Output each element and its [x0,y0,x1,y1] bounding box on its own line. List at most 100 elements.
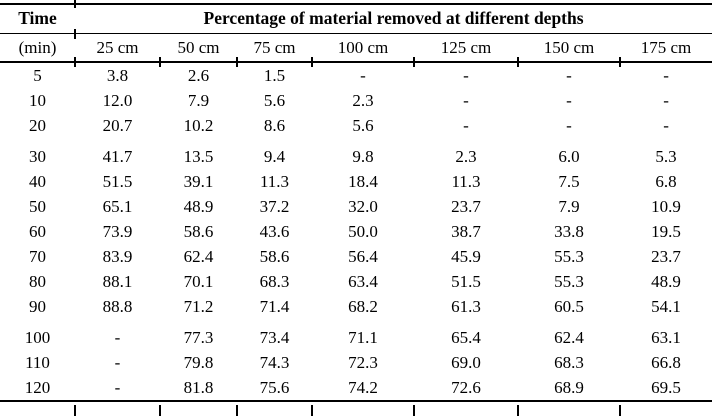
value-cell: 19.5 [651,221,681,241]
value-cell: - [663,65,669,85]
rule-tick [74,0,76,8]
time-unit-header: (min) [0,33,75,63]
value-cell: 72.6 [451,377,481,397]
value-cell: 6.0 [558,146,580,166]
depth-header-150: 150 cm [518,33,620,63]
value-cell: 56.4 [348,246,378,266]
value-cell: 58.6 [259,246,290,266]
table-row: 20 20.7 10.2 8.6 5.6 - - - [0,113,712,138]
value-cell: 48.9 [183,196,214,216]
value-cell: - [566,65,572,85]
table-row: 110 - 79.8 74.3 72.3 69.0 68.3 66.8 [0,350,712,375]
value-cell: 38.7 [451,221,481,241]
value-cell: 5.6 [352,115,374,135]
value-cell: 88.1 [102,271,133,291]
value-cell: 5.3 [655,146,677,166]
depth-header-175: 175 cm [620,33,712,63]
rule-tick [74,405,76,416]
value-cell: 69.5 [651,377,681,397]
value-cell: 69.0 [451,352,481,372]
value-cell: 3.8 [106,65,129,85]
value-cell: 12.0 [102,90,133,110]
rule-tick [517,405,519,416]
value-cell: 13.5 [183,146,214,166]
rule-tick [236,405,238,416]
time-cell: 120 [24,377,51,397]
value-cell: 54.1 [651,296,681,316]
value-cell: 18.4 [348,171,378,191]
value-cell: 62.4 [183,246,214,266]
value-cell: 81.8 [183,377,214,397]
time-cell: 5 [33,65,42,85]
value-cell: - [114,352,121,372]
value-cell: 2.3 [455,146,477,166]
value-cell: 55.3 [554,271,584,291]
value-cell: 79.8 [183,352,214,372]
table-row: 60 73.9 58.6 43.6 50.0 38.7 33.8 19.5 [0,219,712,244]
value-cell: 10.2 [183,115,214,135]
value-cell: 5.6 [263,90,286,110]
value-cell: 72.3 [348,352,378,372]
value-cell: - [463,115,469,135]
time-cell: 60 [29,221,46,241]
time-cell: 90 [29,296,46,316]
value-cell: - [663,90,669,110]
value-cell: 41.7 [102,146,133,166]
rule-tick [159,405,161,416]
value-cell: 68.3 [259,271,290,291]
value-cell: 45.9 [451,246,481,266]
rule-tick [311,405,313,416]
value-cell: 48.9 [651,271,681,291]
value-cell: 62.4 [554,327,584,347]
value-cell: - [360,65,366,85]
rule-tick [236,57,238,67]
value-cell: 74.3 [259,352,290,372]
value-cell: 7.9 [558,196,580,216]
value-cell: 73.9 [102,221,133,241]
header-row-title: Time Percentage of material removed at d… [0,4,712,34]
value-cell: 65.1 [102,196,133,216]
depth-header-75: 75 cm [237,33,312,63]
rule-tick [619,405,621,416]
table-row: 70 83.9 62.4 58.6 56.4 45.9 55.3 23.7 [0,244,712,269]
value-cell: 68.2 [348,296,378,316]
depth-header-25: 25 cm [75,33,160,63]
value-cell: 23.7 [451,196,481,216]
value-cell: 55.3 [554,246,584,266]
value-cell: 32.0 [348,196,378,216]
value-cell: - [566,115,572,135]
value-cell: - [114,327,121,347]
value-cell: 63.1 [651,327,681,347]
time-column-header: Time [0,4,75,34]
value-cell: 50.0 [348,221,378,241]
time-cell: 10 [29,90,46,110]
value-cell: - [463,90,469,110]
value-cell: 71.2 [183,296,214,316]
value-cell: 8.6 [263,115,286,135]
value-cell: 7.5 [558,171,580,191]
depth-header-50: 50 cm [160,33,237,63]
value-cell: 71.4 [259,296,290,316]
rule-tick [311,57,313,67]
value-cell: - [566,90,572,110]
time-cell: 30 [29,146,46,166]
value-cell: 20.7 [102,115,133,135]
table-row: 100 - 77.3 73.4 71.1 65.4 62.4 63.1 [0,319,712,350]
rule-tick [517,57,519,67]
value-cell: 73.4 [259,327,290,347]
value-cell: 11.3 [259,171,290,191]
table-row: 5 3.8 2.6 1.5 - - - - [0,62,712,88]
table-row: 30 41.7 13.5 9.4 9.8 2.3 6.0 5.3 [0,138,712,169]
value-cell: 83.9 [102,246,133,266]
value-cell: 33.8 [554,221,584,241]
value-cell: 10.9 [651,196,681,216]
table-row: 80 88.1 70.1 68.3 63.4 51.5 55.3 48.9 [0,269,712,294]
value-cell: 70.1 [183,271,214,291]
value-cell: 65.4 [451,327,481,347]
value-cell: 23.7 [651,246,681,266]
value-cell: 37.2 [259,196,290,216]
value-cell: 7.9 [187,90,210,110]
table-row: 120 - 81.8 75.6 74.2 72.6 68.9 69.5 [0,375,712,401]
value-cell: 66.8 [651,352,681,372]
rule-tick [74,29,76,39]
